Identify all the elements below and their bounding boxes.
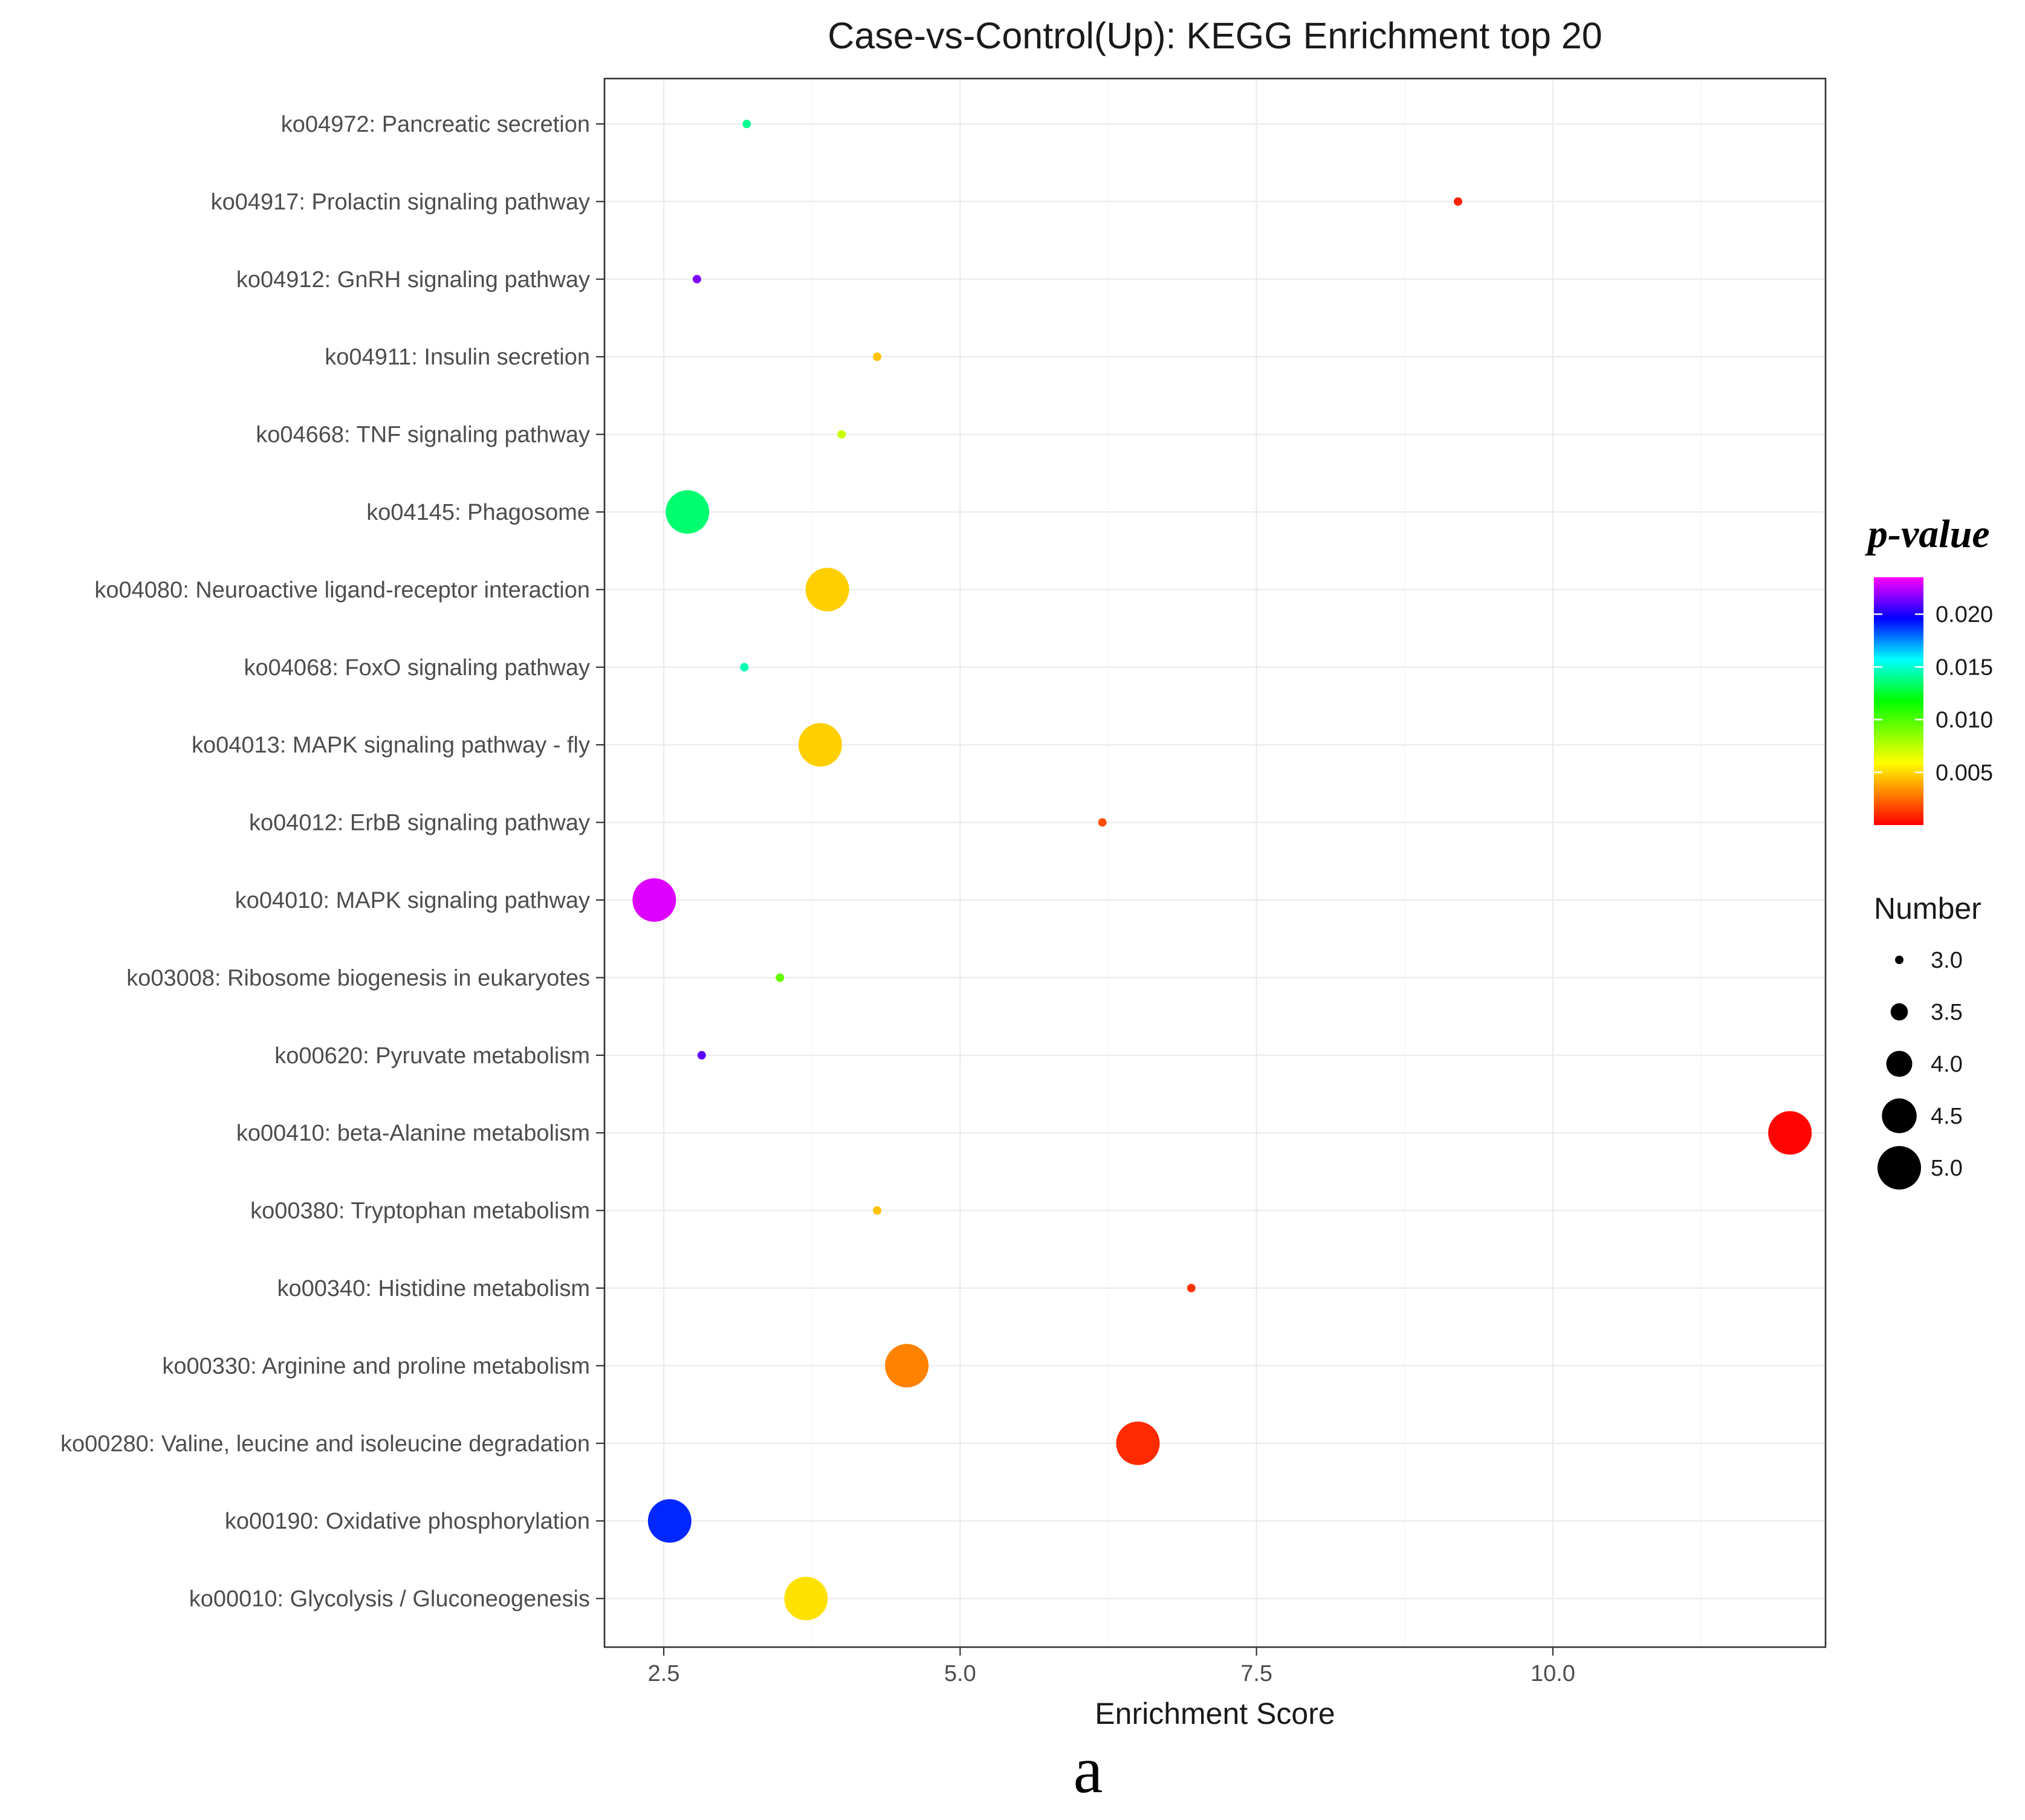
data-point <box>873 1206 882 1215</box>
y-axis: ko04972: Pancreatic secretion ko04917: Pr… <box>60 112 604 1612</box>
p-value-colorbar <box>1874 577 1923 825</box>
y-category-label: ko04145: Phagosome <box>366 500 590 525</box>
size-legend-dot <box>1882 1098 1917 1133</box>
data-point <box>1098 818 1107 827</box>
y-category-label: ko00620: Pyruvate metabolism <box>274 1043 590 1069</box>
y-category-label: ko04972: Pancreatic secretion <box>281 112 590 137</box>
data-point <box>805 568 849 612</box>
data-point <box>666 490 710 534</box>
p-value-colorbar-ticks: 0.005 0.010 0.015 0.020 <box>1874 602 1993 786</box>
number-legend-title: Number <box>1874 892 1981 925</box>
data-point <box>647 1499 692 1543</box>
size-legend-label: 5.0 <box>1931 1156 1963 1181</box>
number-legend-items: 3.0 3.5 4.0 4.5 5.0 <box>1878 948 1963 1190</box>
data-point <box>1768 1111 1812 1155</box>
x-tick-label: 10.0 <box>1531 1661 1575 1686</box>
panel-label: a <box>1074 1733 1103 1807</box>
data-point <box>1116 1421 1160 1465</box>
y-category-label: ko04912: GnRH signaling pathway <box>236 267 590 293</box>
data-point <box>697 1051 706 1060</box>
y-category-label: ko04012: ErbB signaling pathway <box>249 811 590 836</box>
y-category-label: ko00010: Glycolysis / Gluconeogenesis <box>189 1587 590 1612</box>
chart-title: Case-vs-Control(Up): KEGG Enrichment top… <box>828 15 1602 56</box>
x-tick-label: 2.5 <box>648 1661 680 1686</box>
plot-background <box>604 79 1826 1647</box>
data-point <box>1187 1284 1196 1292</box>
data-point <box>692 274 701 283</box>
data-points <box>632 120 1812 1621</box>
data-point <box>784 1576 828 1621</box>
colorbar-tick-label: 0.015 <box>1936 655 1993 680</box>
data-point <box>776 973 785 982</box>
size-legend-dot <box>1890 1003 1908 1021</box>
size-legend-label: 4.5 <box>1931 1104 1963 1129</box>
grid-lines <box>604 79 1826 1647</box>
y-category-label: ko00410: beta-Alanine metabolism <box>236 1121 590 1146</box>
y-category-label: ko04068: FoxO signaling pathway <box>244 655 590 681</box>
x-axis-title: Enrichment Score <box>1095 1697 1335 1731</box>
y-category-label: ko04013: MAPK signaling pathway - fly <box>192 733 590 758</box>
p-value-legend: p-value 0.005 0.010 0.015 0.020 <box>1865 512 1993 825</box>
data-point <box>1454 197 1463 206</box>
x-axis: 2.5 5.0 7.5 10.0 <box>648 1647 1575 1686</box>
size-legend-dot <box>1895 956 1904 964</box>
y-category-label: ko04911: Insulin secretion <box>325 345 590 370</box>
y-category-label: ko00330: Arginine and proline metabolism <box>162 1353 590 1379</box>
data-point <box>632 878 676 922</box>
size-legend-dot <box>1886 1051 1913 1077</box>
size-legend-label: 3.0 <box>1931 948 1963 973</box>
y-category-label: ko00380: Tryptophan metabolism <box>250 1199 590 1224</box>
y-category-label: ko04917: Prolactin signaling pathway <box>211 189 590 215</box>
data-point <box>798 723 842 767</box>
y-category-label: ko00280: Valine, leucine and isoleucine … <box>60 1431 590 1457</box>
data-point <box>740 662 749 672</box>
data-point <box>837 430 846 439</box>
y-category-label: ko04668: TNF signaling pathway <box>256 423 590 448</box>
data-point <box>742 120 751 128</box>
y-category-label: ko00190: Oxidative phosphorylation <box>225 1509 590 1534</box>
x-tick-label: 5.0 <box>944 1661 976 1686</box>
plot-border <box>603 77 1827 1648</box>
colorbar-tick-label: 0.005 <box>1936 760 1993 786</box>
y-category-label: ko00340: Histidine metabolism <box>277 1276 591 1301</box>
size-legend-label: 3.5 <box>1931 1000 1963 1025</box>
colorbar-tick-label: 0.010 <box>1936 708 1993 733</box>
number-legend: Number 3.0 3.5 4.0 4.5 5.0 <box>1874 892 1981 1190</box>
y-category-label: ko04010: MAPK signaling pathway <box>235 888 590 913</box>
y-category-label: ko03008: Ribosome biogenesis in eukaryot… <box>126 965 590 991</box>
data-point <box>873 352 882 361</box>
size-legend-dot <box>1878 1146 1921 1190</box>
p-value-legend-title: p-value <box>1865 512 1990 556</box>
size-legend-label: 4.0 <box>1931 1052 1963 1077</box>
y-category-label: ko04080: Neuroactive ligand-receptor int… <box>94 577 590 603</box>
colorbar-tick-label: 0.020 <box>1936 602 1993 627</box>
x-tick-label: 7.5 <box>1240 1661 1272 1686</box>
data-point <box>885 1344 929 1388</box>
